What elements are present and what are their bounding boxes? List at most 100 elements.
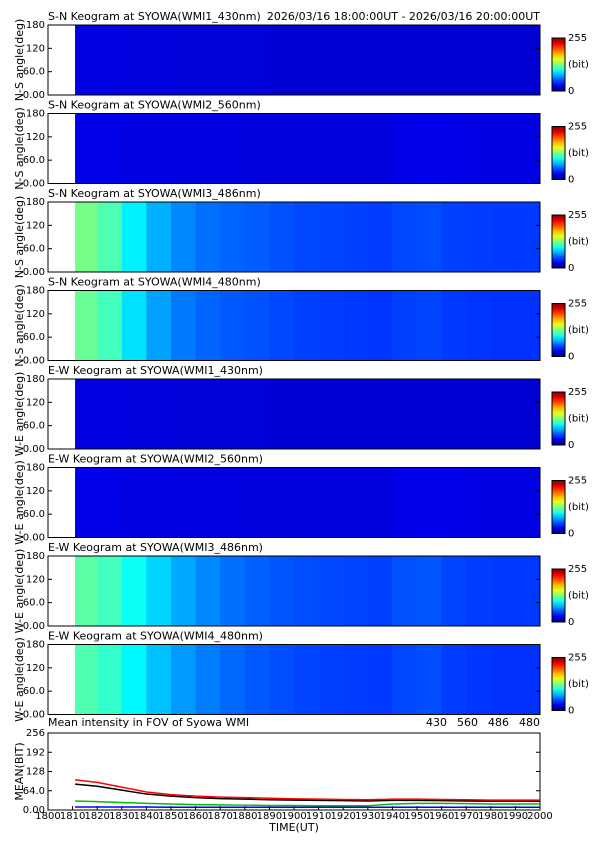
colorbar <box>551 303 566 357</box>
y-tick-label: 0.00 <box>23 710 45 721</box>
y-tick-label: 192 <box>26 747 45 758</box>
plot-frame <box>47 467 541 538</box>
x-tick-label: 1920 <box>330 811 355 822</box>
keogram-column <box>121 290 147 361</box>
keogram-column <box>343 467 369 538</box>
keogram-column <box>220 290 246 361</box>
keogram-column <box>75 556 98 626</box>
keogram-column <box>220 379 246 449</box>
keogram-column <box>146 202 172 272</box>
keogram-column <box>220 202 246 272</box>
keogram-column <box>417 113 443 184</box>
x-tick-label: 1950 <box>404 811 429 822</box>
keogram-column <box>318 556 344 626</box>
keogram-column <box>392 202 418 272</box>
x-tick-label: 1960 <box>429 811 454 822</box>
keogram-column <box>269 25 295 95</box>
y-tick-label: 120 <box>26 663 45 674</box>
colorbar-tick-label: 255 <box>568 387 587 398</box>
keogram-column <box>75 644 98 715</box>
colorbar-label: (bit) <box>568 325 589 336</box>
y-tick-label: 180 <box>26 374 45 385</box>
keogram-column <box>195 25 221 95</box>
colorbar <box>551 480 566 534</box>
colorbar-tick-label: 255 <box>568 122 587 133</box>
x-tick-label: 1850 <box>158 811 183 822</box>
y-tick-label: 180 <box>26 640 45 651</box>
keogram-column <box>244 290 270 361</box>
keogram-column <box>121 556 147 626</box>
keogram-column <box>97 113 123 184</box>
colorbar <box>551 214 566 269</box>
colorbar-label: (bit) <box>568 679 589 690</box>
keogram-column <box>343 113 369 184</box>
y-tick-label: 180 <box>26 109 45 120</box>
y-tick-label: 128 <box>26 767 45 778</box>
colorbar <box>551 657 566 711</box>
keogram-column <box>269 556 295 626</box>
x-tick-label: 1980 <box>478 811 503 822</box>
legend-entry: 486 <box>488 716 509 729</box>
colorbar-tick-label: 255 <box>568 653 587 664</box>
y-tick-label: 120 <box>26 486 45 497</box>
keogram-column <box>171 25 197 95</box>
keogram-column <box>220 113 246 184</box>
plot-frame <box>47 555 541 627</box>
keogram-column <box>244 556 270 626</box>
y-axis-label: N-S angle(deg) <box>13 107 26 190</box>
keogram-column <box>244 467 270 538</box>
keogram-column <box>417 379 443 449</box>
y-tick-label: 0.00 <box>23 356 45 367</box>
keogram-column <box>171 467 197 538</box>
y-tick-label: 60.0 <box>23 421 45 432</box>
keogram-column <box>466 290 492 361</box>
plot-frame <box>47 378 541 450</box>
keogram-column <box>490 290 516 361</box>
keogram-column <box>121 113 147 184</box>
keogram-column <box>146 113 172 184</box>
y-tick-label: 120 <box>26 220 45 231</box>
colorbar-tick-label: 255 <box>568 33 587 44</box>
colorbar-tick-label: 255 <box>568 299 587 310</box>
x-tick-label: 1830 <box>109 811 134 822</box>
keogram-column <box>269 379 295 449</box>
x-tick-label: 1910 <box>306 811 331 822</box>
y-tick-label: 180 <box>26 551 45 562</box>
keogram-column <box>121 25 147 95</box>
keogram-column <box>269 290 295 361</box>
panel-subtitle: 2026/03/16 18:00:00UT - 2026/03/16 20:00… <box>267 10 540 23</box>
panel-title: E-W Keogram at SYOWA(WMI3_486nm) <box>48 541 263 554</box>
keogram-column <box>121 467 147 538</box>
y-axis-label: MEAN(BIT) <box>13 742 26 800</box>
keogram-column <box>318 644 344 715</box>
keogram-column <box>97 379 123 449</box>
keogram-column <box>441 113 467 184</box>
keogram-column <box>269 467 295 538</box>
keogram-column <box>490 25 516 95</box>
keogram-column <box>97 644 123 715</box>
y-tick-label: 0.00 <box>23 444 45 455</box>
keogram-column <box>294 644 320 715</box>
y-tick-label: 120 <box>26 309 45 320</box>
keogram-column <box>146 25 172 95</box>
keogram-column <box>75 290 98 361</box>
keogram-column <box>171 290 197 361</box>
keogram-column <box>392 290 418 361</box>
y-tick-label: 60.0 <box>23 155 45 166</box>
y-tick-label: 180 <box>26 20 45 31</box>
keogram-column <box>269 202 295 272</box>
x-tick-label: 1810 <box>60 811 85 822</box>
keogram-column <box>97 556 123 626</box>
colorbar-label: (bit) <box>568 414 589 425</box>
colorbar-tick-label: 0 <box>568 529 574 540</box>
y-tick-label: 180 <box>26 197 45 208</box>
keogram-column <box>515 556 541 626</box>
keogram-column <box>318 202 344 272</box>
colorbar-label: (bit) <box>568 237 589 248</box>
keogram-column <box>318 25 344 95</box>
y-axis-label: N-S angle(deg) <box>13 284 26 367</box>
keogram-column <box>146 467 172 538</box>
y-axis-label: N-S angle(deg) <box>13 196 26 279</box>
y-axis-label: W-E angle(deg) <box>13 637 26 722</box>
